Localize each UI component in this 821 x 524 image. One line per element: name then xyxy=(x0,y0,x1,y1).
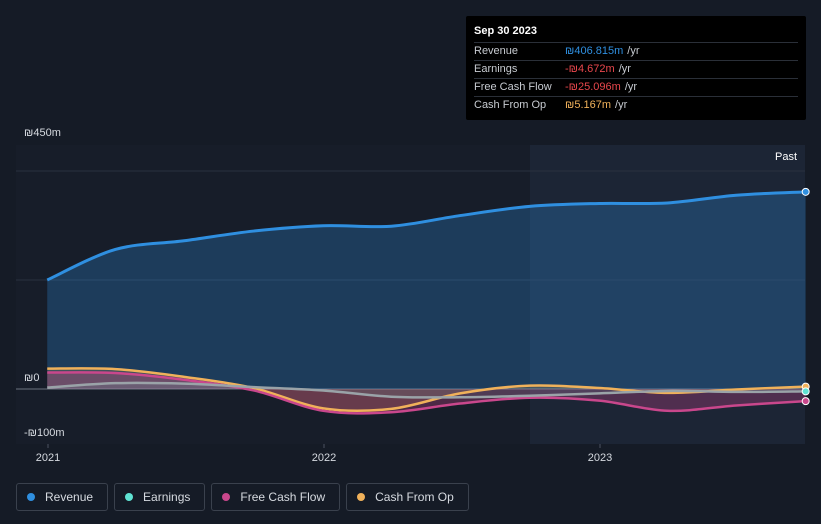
area-free-cash-flow xyxy=(47,372,806,414)
tooltip-unit: /yr xyxy=(627,45,640,57)
tooltip-value: ₪406.815m xyxy=(565,45,624,57)
tooltip-unit: /yr xyxy=(615,99,628,111)
tooltip-value: -₪4.672m xyxy=(565,63,615,75)
line-free-cash-flow xyxy=(47,371,806,415)
line-cash-from-op xyxy=(47,367,806,413)
x-tick-label: 2021 xyxy=(36,452,60,464)
tooltip-value: ₪5.167m xyxy=(565,99,612,111)
tooltip-unit: /yr xyxy=(618,63,631,75)
legend: Revenue Earnings Free Cash Flow Cash Fro… xyxy=(16,483,469,511)
legend-item-revenue[interactable]: Revenue xyxy=(16,483,109,511)
tooltip-row-earnings: Earnings -₪4.672m /yr xyxy=(474,61,798,79)
legend-label: Revenue xyxy=(45,490,94,504)
tooltip-row-revenue: Revenue ₪406.815m /yr xyxy=(474,43,798,61)
end-point-free-cash-flow xyxy=(801,397,810,406)
tooltip-label: Revenue xyxy=(474,45,519,57)
area-revenue xyxy=(47,191,806,389)
tooltip-row-cash-from-op: Cash From Op ₪5.167m /yr xyxy=(474,97,798,114)
tooltip-label: Free Cash Flow xyxy=(474,81,552,93)
tooltip-row-free-cash-flow: Free Cash Flow -₪25.096m /yr xyxy=(474,79,798,97)
legend-dot xyxy=(125,493,134,501)
y-tick-label: ₪450m xyxy=(24,127,61,139)
legend-item-earnings[interactable]: Earnings xyxy=(114,483,206,511)
y-tick-label: ₪0 xyxy=(24,372,39,384)
tooltip: Sep 30 2023 Revenue ₪406.815m /yr Earnin… xyxy=(466,16,806,120)
area-cash-from-op xyxy=(47,368,806,411)
x-tick-label: 2023 xyxy=(588,452,612,464)
tooltip-date: Sep 30 2023 xyxy=(474,24,798,43)
legend-label: Earnings xyxy=(143,490,191,504)
past-label: Past xyxy=(775,151,797,163)
legend-dot xyxy=(27,493,35,501)
end-point-earnings xyxy=(801,387,810,396)
legend-label: Cash From Op xyxy=(375,490,454,504)
legend-label: Free Cash Flow xyxy=(240,490,326,504)
legend-dot xyxy=(357,493,366,501)
tooltip-value: -₪25.096m xyxy=(565,81,621,93)
x-tick-label: 2022 xyxy=(312,452,336,464)
legend-item-cash-from-op[interactable]: Cash From Op xyxy=(346,483,469,511)
line-earnings xyxy=(47,381,806,399)
y-tick-label: -₪100m xyxy=(24,427,65,439)
tooltip-unit: /yr xyxy=(624,81,638,93)
end-point-revenue xyxy=(801,187,810,196)
tooltip-label: Cash From Op xyxy=(474,99,547,111)
line-revenue xyxy=(46,190,806,282)
tooltip-label: Earnings xyxy=(474,63,518,75)
legend-item-free-cash-flow[interactable]: Free Cash Flow xyxy=(211,483,341,511)
legend-dot xyxy=(222,493,231,501)
